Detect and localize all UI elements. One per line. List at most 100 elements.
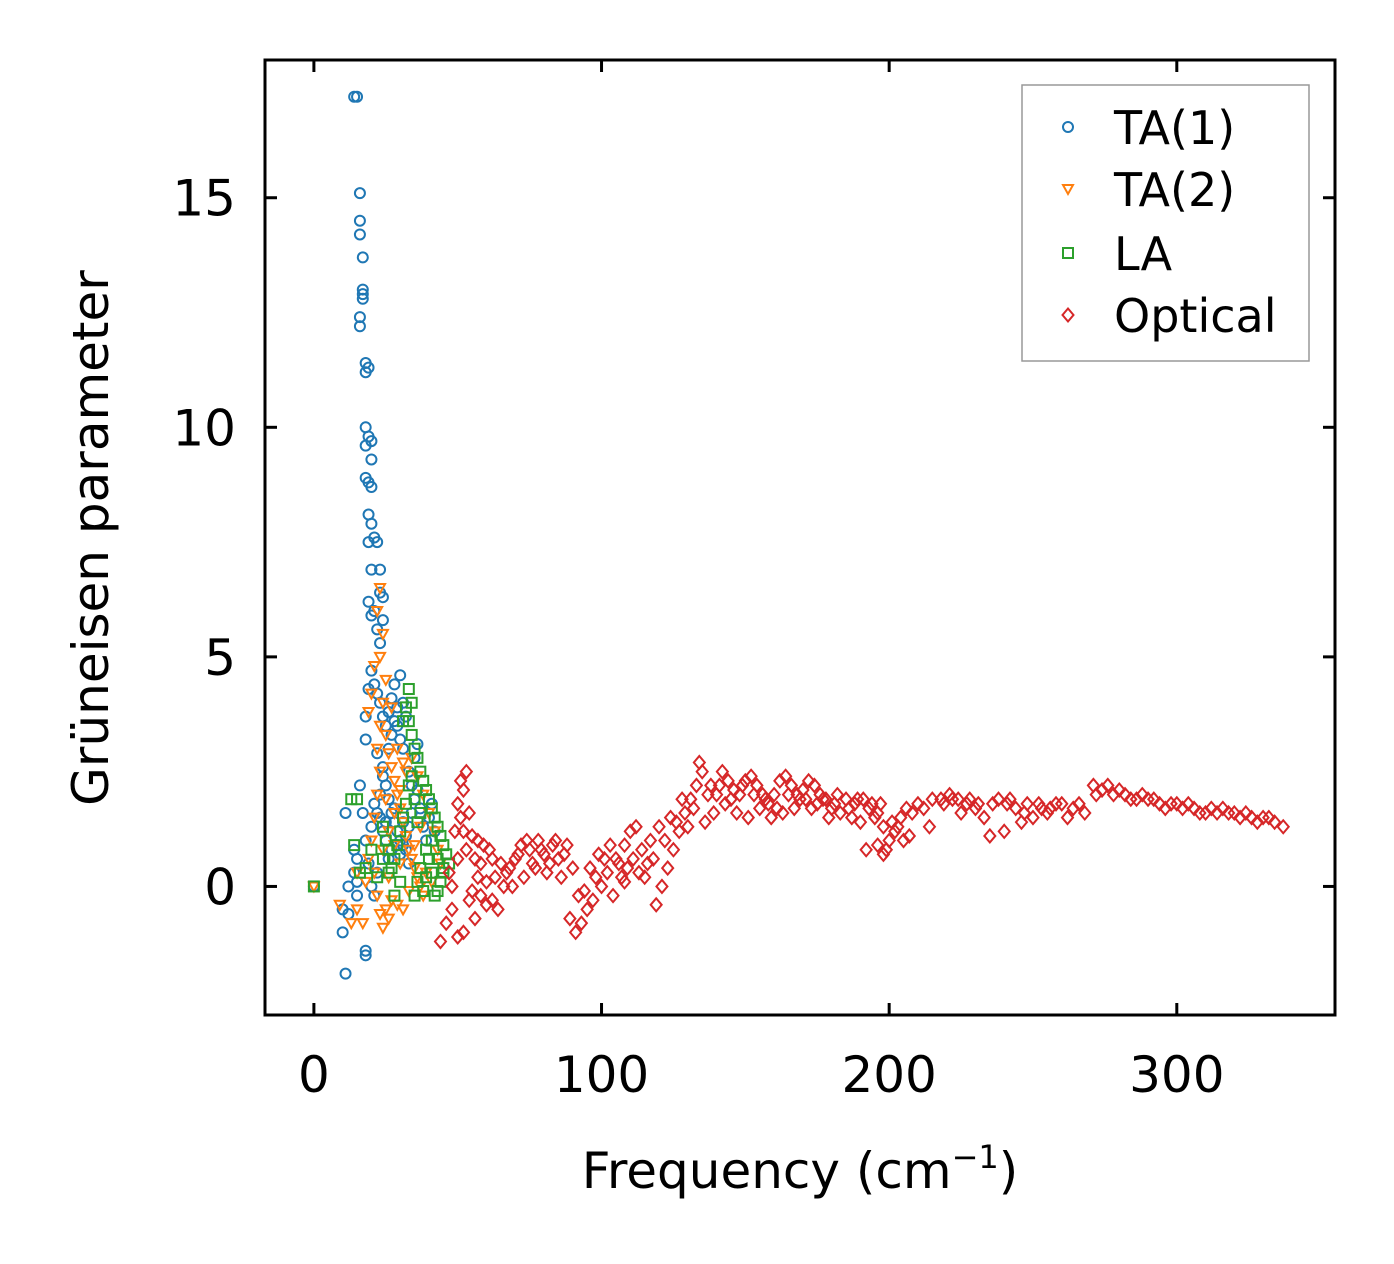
data-point xyxy=(465,827,479,844)
data-point xyxy=(353,320,366,333)
data-point xyxy=(373,720,387,733)
data-point xyxy=(816,791,830,808)
data-point xyxy=(350,904,364,917)
data-point xyxy=(353,779,366,792)
data-point xyxy=(407,840,422,853)
data-point xyxy=(371,536,384,549)
data-point xyxy=(428,889,441,902)
data-point xyxy=(351,793,364,806)
data-point xyxy=(1262,809,1276,826)
axis-ticks xyxy=(265,60,1335,1015)
data-point xyxy=(359,944,372,957)
data-point xyxy=(1227,804,1242,822)
x-tick-label: 300 xyxy=(1129,1046,1224,1104)
data-point xyxy=(408,889,421,902)
data-point xyxy=(508,850,523,867)
data-point xyxy=(916,800,931,817)
data-point xyxy=(488,869,502,886)
data-point xyxy=(850,791,865,808)
data-point xyxy=(778,768,793,785)
data-point xyxy=(859,841,873,858)
data-point xyxy=(373,766,387,779)
data-point xyxy=(1216,800,1230,817)
data-point xyxy=(545,837,560,854)
legend-marker xyxy=(1061,184,1075,197)
data-point xyxy=(371,747,384,760)
data-point xyxy=(351,90,364,103)
legend-label-optical: Optical xyxy=(1114,289,1276,343)
data-point xyxy=(385,862,398,875)
data-point xyxy=(905,804,919,822)
data-point xyxy=(387,775,402,788)
y-tick-label: 5 xyxy=(204,629,236,687)
data-point xyxy=(344,918,358,931)
data-point xyxy=(1244,809,1259,826)
data-point xyxy=(896,832,911,849)
data-point xyxy=(991,791,1006,808)
data-point xyxy=(798,791,813,808)
data-point xyxy=(701,786,715,803)
data-point xyxy=(675,791,689,808)
data-point xyxy=(689,777,704,794)
data-point xyxy=(557,846,571,863)
data-point xyxy=(876,818,891,835)
data-point xyxy=(485,892,500,909)
data-point xyxy=(586,892,600,909)
data-point xyxy=(640,855,655,872)
data-point xyxy=(379,834,392,847)
data-point xyxy=(810,795,825,812)
data-point xyxy=(505,878,520,895)
data-point xyxy=(485,850,500,867)
data-point xyxy=(370,743,384,756)
legend-label-ta2: TA(2) xyxy=(1113,163,1235,217)
data-point xyxy=(353,187,366,200)
data-point xyxy=(362,536,375,549)
data-point xyxy=(1146,791,1161,808)
data-point xyxy=(1072,795,1086,812)
data-point xyxy=(468,850,482,867)
data-point xyxy=(962,791,977,808)
data-point xyxy=(968,800,983,817)
data-point xyxy=(402,683,415,696)
data-point xyxy=(655,878,669,895)
data-point xyxy=(1026,809,1040,826)
data-point xyxy=(775,804,790,822)
x-tick-label: 100 xyxy=(554,1046,649,1104)
legend-marker xyxy=(1062,121,1074,133)
data-point xyxy=(356,288,369,301)
data-point xyxy=(1106,786,1121,803)
data-point xyxy=(1123,791,1138,808)
data-point xyxy=(548,832,563,849)
data-point xyxy=(879,841,894,858)
data-point xyxy=(370,605,384,619)
data-point xyxy=(867,809,882,826)
data-point xyxy=(388,678,401,691)
data-point xyxy=(821,809,836,826)
data-point xyxy=(359,862,372,875)
data-point xyxy=(574,915,589,932)
data-point xyxy=(339,806,352,819)
data-point xyxy=(442,864,456,881)
data-point xyxy=(761,795,776,812)
data-point xyxy=(1187,800,1201,817)
data-point xyxy=(462,804,477,822)
data-point xyxy=(764,809,779,826)
data-point xyxy=(658,832,672,849)
data-point xyxy=(960,795,974,812)
data-point xyxy=(404,853,419,866)
data-point xyxy=(367,812,382,825)
data-point xyxy=(741,809,756,826)
data-point xyxy=(781,786,796,803)
data-point xyxy=(402,779,415,792)
data-point xyxy=(997,823,1012,840)
data-point xyxy=(517,869,531,886)
data-point xyxy=(439,915,454,932)
data-point xyxy=(819,791,833,808)
data-point xyxy=(643,832,658,849)
data-point xyxy=(353,214,366,227)
data-point xyxy=(568,924,583,941)
data-point xyxy=(1077,804,1092,822)
x-tick-label: 0 xyxy=(298,1046,330,1104)
data-point xyxy=(379,729,393,742)
data-point xyxy=(885,814,899,831)
